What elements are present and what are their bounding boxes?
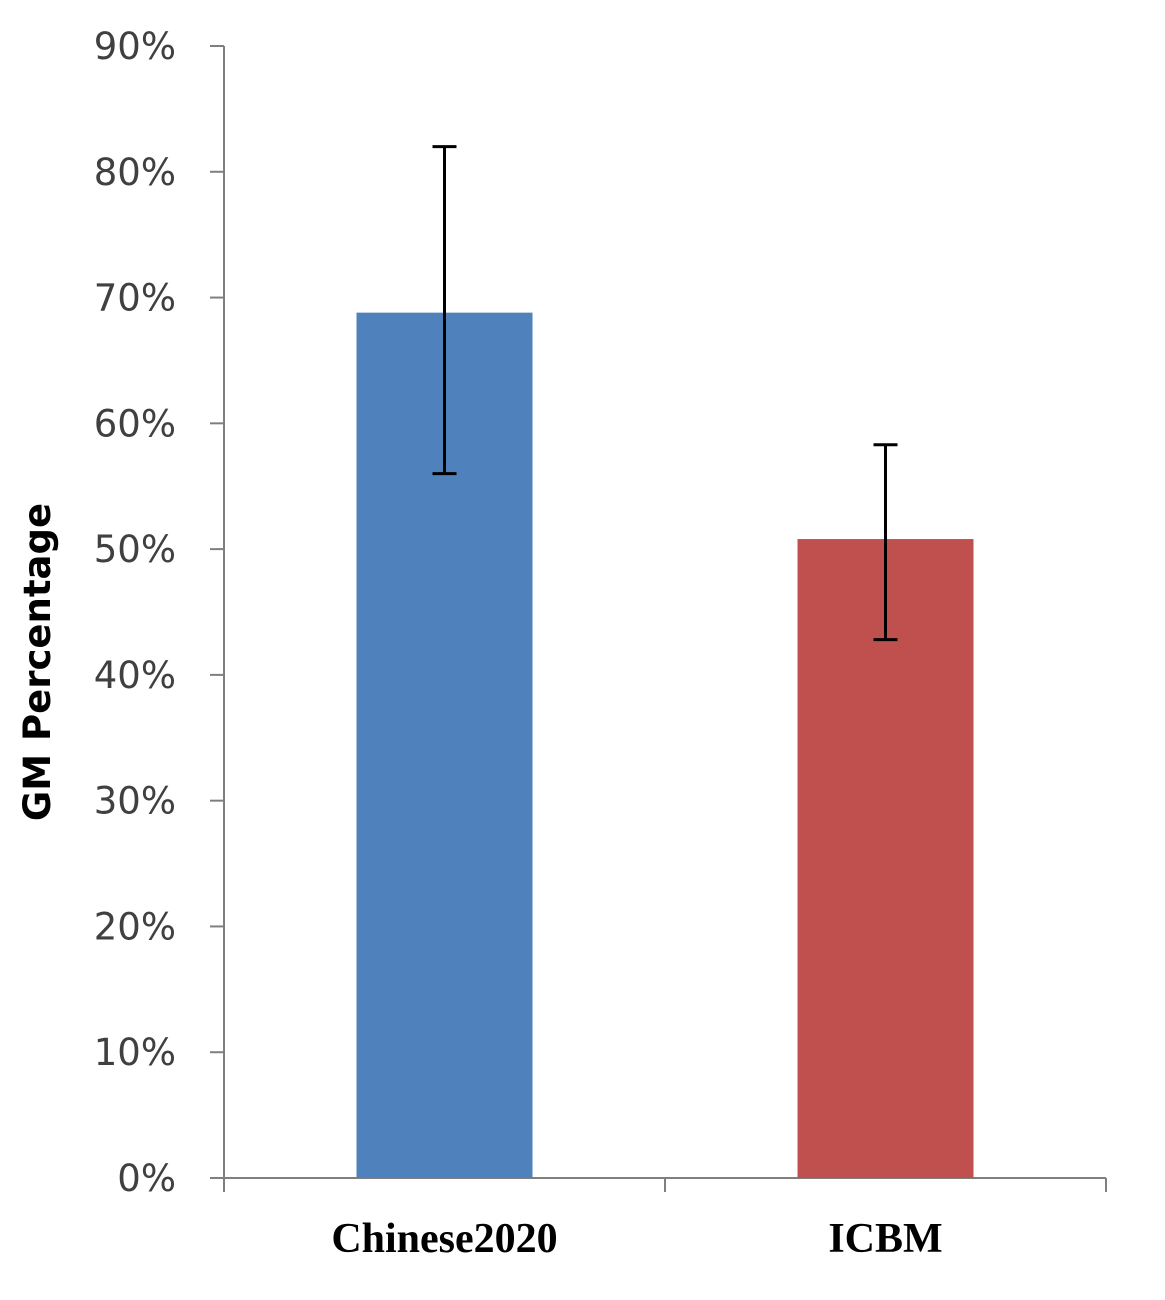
y-tick-label: 0% (117, 1157, 176, 1200)
y-tick-label: 20% (94, 905, 176, 948)
category-labels: Chinese2020 ICBM (331, 1216, 942, 1262)
y-tick-label: 60% (94, 402, 176, 445)
y-tick-label: 70% (94, 277, 176, 320)
y-axis-title-group: GM Percentage (16, 503, 59, 821)
y-tick-label: 80% (94, 151, 176, 194)
y-tick-label: 10% (94, 1031, 176, 1074)
y-tick-label: 90% (94, 25, 176, 68)
y-tick-label: 30% (94, 780, 176, 823)
y-tick-label: 50% (94, 528, 176, 571)
error-bars (432, 145, 898, 642)
category-label: Chinese2020 (331, 1216, 557, 1262)
y-axis-title: GM Percentage (16, 503, 59, 821)
category-label: ICBM (828, 1216, 942, 1262)
bars (356, 312, 974, 1178)
y-tick-labels: 0% 10% 20% 30% 40% 50% 60% 70% 80% 90% (94, 25, 176, 1200)
y-tick-label: 40% (94, 654, 176, 697)
bar-icbm (797, 539, 974, 1178)
